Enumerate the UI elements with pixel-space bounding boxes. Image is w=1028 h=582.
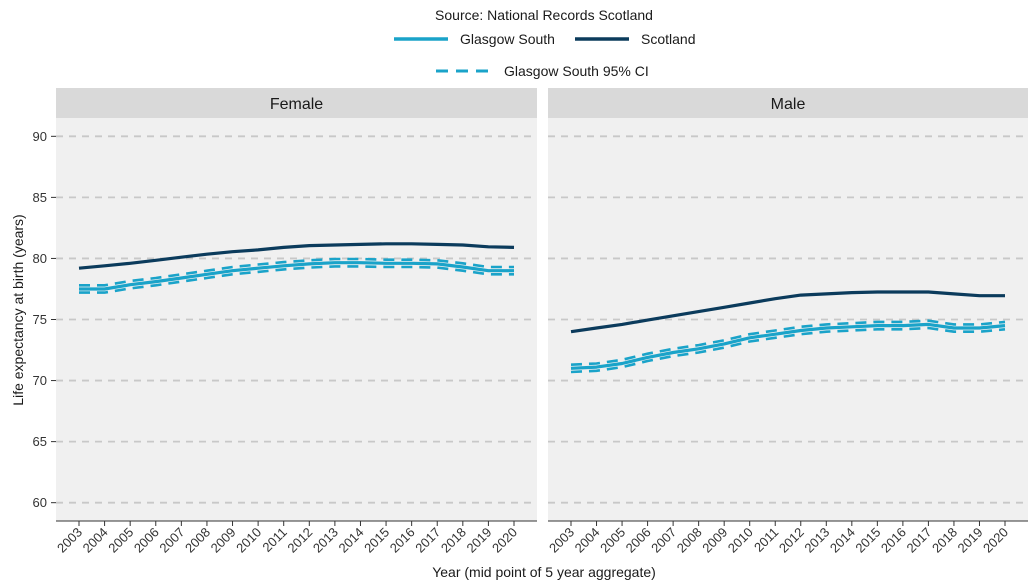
x-tick-label: 2004 xyxy=(80,525,111,556)
strip-male xyxy=(548,88,1028,118)
x-tick-label: 2019 xyxy=(463,525,494,556)
series-scotland-female xyxy=(78,242,515,270)
x-tick-label: 2007 xyxy=(156,525,187,556)
series-ci-upper-female xyxy=(79,257,514,287)
series-ci-lower-female xyxy=(79,265,514,294)
y-axis-title: Life expectancy at birth (years) xyxy=(10,214,26,405)
x-tick-label: 2020 xyxy=(489,525,520,556)
x-tick-label: 2018 xyxy=(929,525,960,556)
source-text: Source: National Records Scotland xyxy=(435,7,653,23)
legend: Glasgow South Scotland Glasgow South 95%… xyxy=(394,31,695,79)
y-tick-label: 60 xyxy=(33,495,47,510)
x-tick-label: 2005 xyxy=(105,525,136,556)
x-tick-label: 2009 xyxy=(208,525,239,556)
panel-female: Female 60 65 70 75 80 85 90 20032004200520062007… xyxy=(33,88,537,556)
x-axis-title: Year (mid point of 5 year aggregate) xyxy=(432,564,656,580)
x-tick-label: 2019 xyxy=(955,525,986,556)
x-tick-label: 2007 xyxy=(648,525,679,556)
strip-title-female: Female xyxy=(270,96,323,113)
x-tick-label: 2016 xyxy=(387,525,418,556)
series-scotland-male xyxy=(570,290,1005,334)
series-glasgow-south-female xyxy=(79,261,514,291)
x-tick-label: 2011 xyxy=(751,525,781,555)
strip-female xyxy=(56,88,537,118)
strip-title-male: Male xyxy=(771,96,806,113)
y-tick-label: 75 xyxy=(33,312,47,327)
series-ci-lower-male xyxy=(570,326,1006,374)
x-tick-label: 2018 xyxy=(438,525,469,556)
x-tick-label: 2008 xyxy=(182,525,213,556)
x-tick-label: 2013 xyxy=(801,525,832,556)
x-tick-label: 2015 xyxy=(361,525,392,556)
x-tick-label: 2012 xyxy=(776,525,807,556)
panel-male: Male 200320042005200620072008200920102011… xyxy=(546,88,1028,556)
legend-scotland-label: Scotland xyxy=(641,31,695,47)
x-tick-label: 2017 xyxy=(412,525,443,556)
series-ci-upper-male xyxy=(570,319,1006,366)
legend-ci-label: Glasgow South 95% CI xyxy=(504,63,649,79)
series-glasgow-south-male xyxy=(570,322,1006,370)
x-tick-label: 2008 xyxy=(674,525,705,556)
x-tick-label: 2005 xyxy=(597,525,628,556)
x-tick-label: 2014 xyxy=(827,525,858,556)
x-tick-label: 2010 xyxy=(725,525,756,556)
x-tick-label: 2003 xyxy=(546,525,577,556)
x-tick-label: 2010 xyxy=(233,525,264,556)
x-tick-label: 2013 xyxy=(310,525,341,556)
y-tick-label: 90 xyxy=(33,129,47,144)
panels: Female6065707580859020032004200520062007… xyxy=(33,88,1028,556)
x-tick-label: 2006 xyxy=(623,525,654,556)
x-tick-label: 2009 xyxy=(699,525,730,556)
x-tick-label: 2012 xyxy=(284,525,315,556)
y-tick-label: 70 xyxy=(33,373,47,388)
y-tick-label: 80 xyxy=(33,251,47,266)
x-tick-label: 2011 xyxy=(259,525,289,555)
x-tick-label: 2006 xyxy=(131,525,162,556)
x-tick-label: 2015 xyxy=(852,525,883,556)
x-tick-label: 2016 xyxy=(878,525,909,556)
legend-glasgow-south-label: Glasgow South xyxy=(460,31,555,47)
y-tick-label: 85 xyxy=(33,190,47,205)
x-tick-label: 2014 xyxy=(336,525,367,556)
x-tick-label: 2003 xyxy=(54,525,85,556)
x-tick-label: 2020 xyxy=(980,525,1011,556)
x-tick-label: 2004 xyxy=(572,525,603,556)
y-tick-label: 65 xyxy=(33,434,47,449)
x-tick-label: 2017 xyxy=(903,525,934,556)
